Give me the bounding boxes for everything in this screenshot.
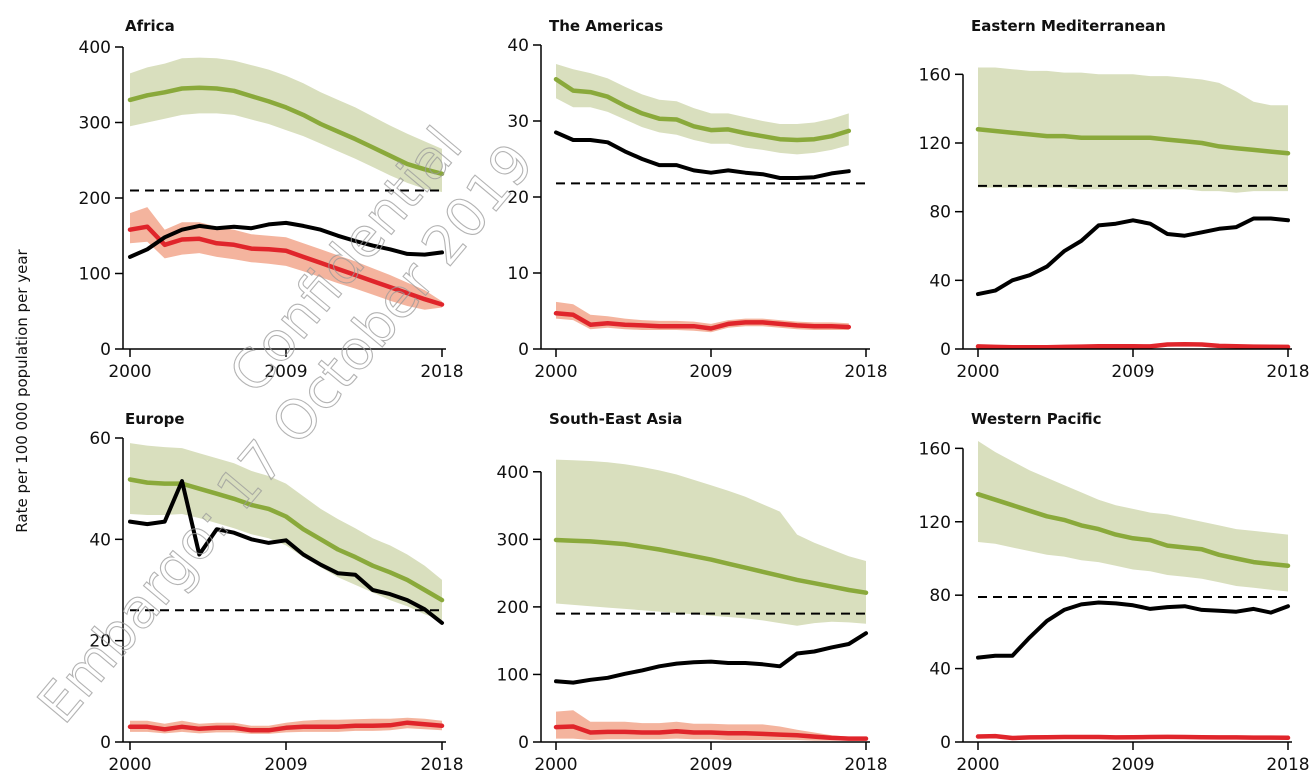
x-tick-label: 2009 xyxy=(264,755,307,775)
y-tick-label: 300 xyxy=(79,114,111,134)
y-tick-label: 160 xyxy=(919,65,951,85)
y-tick-label: 60 xyxy=(89,429,111,449)
green-series-line xyxy=(553,537,869,595)
panel-title: South-East Asia xyxy=(549,410,682,428)
black-series-line xyxy=(554,631,868,685)
x-tick-label: 2000 xyxy=(534,362,577,382)
green-uncertainty-band xyxy=(130,443,442,621)
x-tick-label: 2009 xyxy=(689,755,732,775)
y-tick-label: 80 xyxy=(929,203,951,223)
y-tick-label: 120 xyxy=(919,513,951,533)
y-tick-label: 20 xyxy=(89,632,111,652)
y-tick-label: 40 xyxy=(89,530,111,550)
panel-4: 0 20 40 60 2000 2009 2018 Europe xyxy=(89,410,463,775)
black-series-line xyxy=(554,130,851,180)
y-tick-label: 0 xyxy=(100,733,111,753)
y-tick-label: 300 xyxy=(497,530,529,550)
x-tick-label: 2018 xyxy=(844,362,887,382)
x-tick-label: 2018 xyxy=(1266,755,1309,775)
y-tick-label: 0 xyxy=(518,733,529,753)
x-tick-label: 2018 xyxy=(420,362,463,382)
y-tick-label: 10 xyxy=(507,264,529,284)
y-axis-label: Rate per 100 000 population per year xyxy=(13,248,31,532)
y-tick-label: 30 xyxy=(507,112,529,132)
green-uncertainty-band xyxy=(130,57,442,192)
panel-title: Africa xyxy=(125,17,175,35)
panel-1: 0 100 200 300 400 2000 2009 2018 Africa xyxy=(79,17,464,382)
y-tick-label: 40 xyxy=(507,36,529,56)
x-tick-label: 2018 xyxy=(1266,362,1309,382)
x-tick-label: 2018 xyxy=(844,755,887,775)
red-series-line xyxy=(553,724,869,741)
y-tick-label: 0 xyxy=(940,733,951,753)
green-uncertainty-band xyxy=(978,441,1288,592)
panel-6: 0 40 80 120 160 2000 2009 2018 Western Pacific xyxy=(919,410,1310,775)
x-tick-label: 2009 xyxy=(1111,755,1154,775)
y-tick-label: 0 xyxy=(518,340,529,360)
y-tick-label: 400 xyxy=(497,463,529,483)
panel-title: Eastern Mediterranean xyxy=(971,17,1166,35)
panel-title: Europe xyxy=(125,410,185,428)
panel-title: The Americas xyxy=(549,17,663,35)
x-tick-label: 2000 xyxy=(956,362,999,382)
black-series-line xyxy=(128,220,444,259)
y-tick-label: 40 xyxy=(929,660,951,680)
panel-5: 0 100 200 300 400 2000 2009 2018 South-East Asia xyxy=(497,410,888,775)
x-tick-label: 2000 xyxy=(956,755,999,775)
black-series-line xyxy=(976,216,1290,297)
y-tick-label: 40 xyxy=(929,271,951,291)
y-tick-label: 200 xyxy=(79,189,111,209)
black-series-line xyxy=(976,600,1290,660)
y-tick-label: 120 xyxy=(919,134,951,154)
x-tick-label: 2000 xyxy=(534,755,577,775)
green-uncertainty-band xyxy=(556,459,866,626)
green-series-line xyxy=(975,127,1291,156)
y-tick-label: 80 xyxy=(929,586,951,606)
x-tick-label: 2018 xyxy=(420,755,463,775)
y-tick-label: 200 xyxy=(497,598,529,618)
green-series-line xyxy=(127,85,445,177)
green-series-line xyxy=(975,491,1291,569)
y-tick-label: 0 xyxy=(940,340,951,360)
green-uncertainty-band xyxy=(978,67,1288,193)
x-tick-label: 2009 xyxy=(689,362,732,382)
red-series-line xyxy=(127,720,445,733)
black-series-line xyxy=(128,479,444,625)
red-series-line xyxy=(975,341,1291,350)
y-tick-label: 160 xyxy=(919,439,951,459)
red-series-line xyxy=(553,311,852,331)
panel-2: 0 10 20 30 40 2000 2009 2018 The Americas xyxy=(507,17,887,382)
y-tick-label: 20 xyxy=(507,188,529,208)
red-uncertainty-band xyxy=(130,207,442,310)
x-tick-label: 2000 xyxy=(108,362,151,382)
y-tick-label: 100 xyxy=(497,665,529,685)
panel-title: Western Pacific xyxy=(971,410,1102,428)
panel-3: 0 40 80 120 160 2000 2009 2018 Eastern Mediterra… xyxy=(919,17,1310,382)
green-uncertainty-band xyxy=(556,64,849,155)
x-tick-label: 2009 xyxy=(264,362,307,382)
y-tick-label: 400 xyxy=(79,38,111,58)
red-series-line xyxy=(975,733,1291,741)
y-tick-label: 100 xyxy=(79,265,111,285)
x-tick-label: 2009 xyxy=(1111,362,1154,382)
green-series-line xyxy=(553,76,852,143)
y-tick-label: 0 xyxy=(100,340,111,360)
x-tick-label: 2000 xyxy=(108,755,151,775)
red-series-line xyxy=(127,224,445,307)
